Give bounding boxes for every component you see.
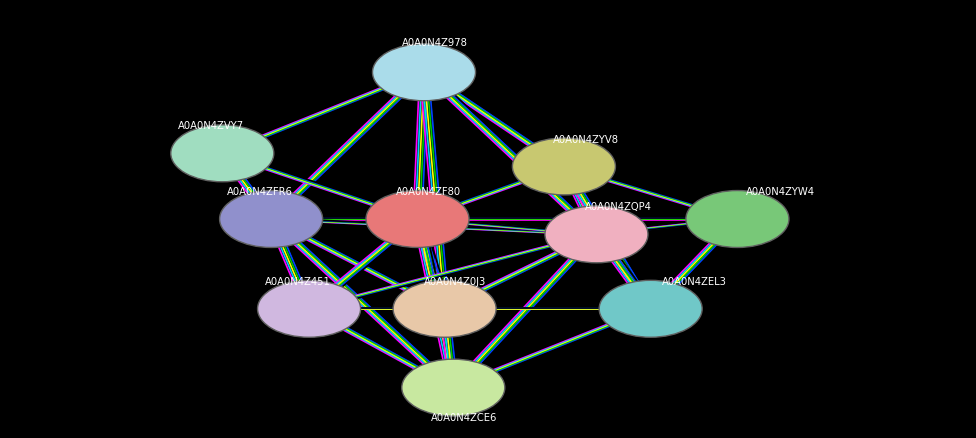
Ellipse shape: [393, 280, 496, 337]
Ellipse shape: [220, 191, 323, 247]
Text: A0A0N4Z978: A0A0N4Z978: [402, 38, 468, 48]
Ellipse shape: [366, 191, 469, 247]
Text: A0A0N4ZVY7: A0A0N4ZVY7: [179, 120, 245, 131]
Text: A0A0N4ZYV8: A0A0N4ZYV8: [552, 134, 619, 145]
Text: A0A0N4ZFR6: A0A0N4ZFR6: [227, 187, 293, 197]
Ellipse shape: [258, 280, 360, 337]
Text: A0A0N4ZEL3: A0A0N4ZEL3: [662, 277, 726, 287]
Ellipse shape: [686, 191, 789, 247]
Text: A0A0N4ZQP4: A0A0N4ZQP4: [585, 202, 652, 212]
Ellipse shape: [512, 138, 616, 195]
Text: A0A0N4Z0J3: A0A0N4Z0J3: [425, 277, 487, 287]
Text: A0A0N4ZYW4: A0A0N4ZYW4: [747, 187, 815, 197]
Ellipse shape: [373, 44, 475, 101]
Ellipse shape: [171, 125, 274, 182]
Text: A0A0N4ZCE6: A0A0N4ZCE6: [431, 413, 498, 423]
Text: A0A0N4Z451: A0A0N4Z451: [265, 277, 331, 287]
Text: A0A0N4ZF80: A0A0N4ZF80: [396, 187, 461, 197]
Ellipse shape: [599, 280, 702, 337]
Ellipse shape: [545, 206, 648, 263]
Ellipse shape: [402, 359, 505, 416]
